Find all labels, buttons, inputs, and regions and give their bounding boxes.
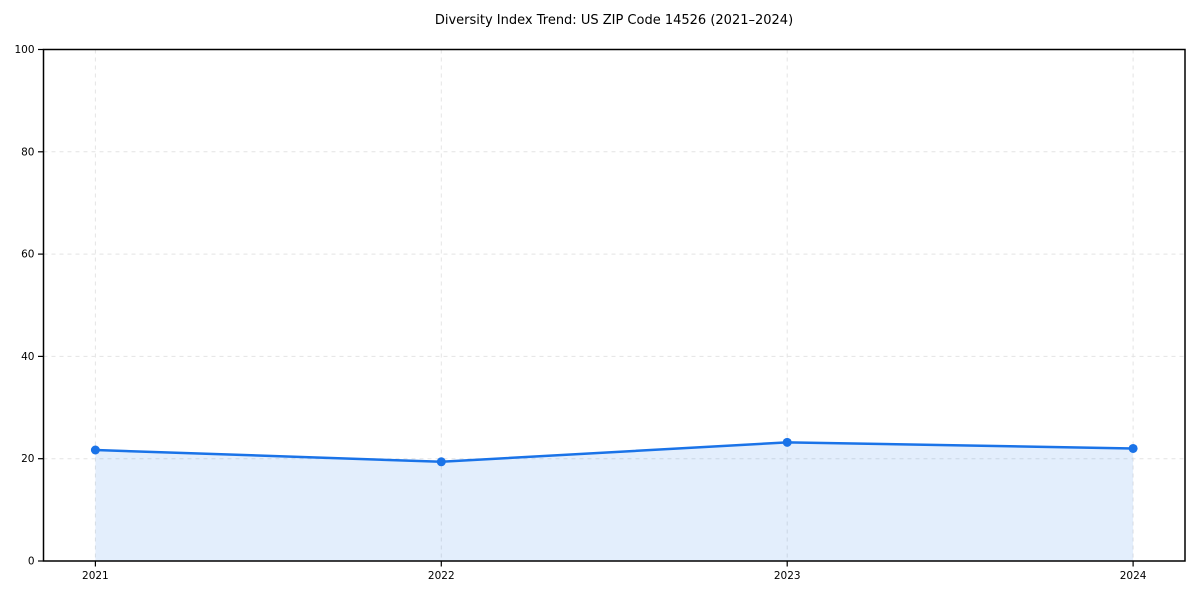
y-tick-label: 100 bbox=[14, 44, 34, 56]
y-tick-label: 40 bbox=[21, 351, 34, 363]
plot-border bbox=[42, 48, 1186, 562]
data-line bbox=[94, 441, 1135, 464]
y-tick-label: 20 bbox=[21, 453, 34, 465]
data-point bbox=[90, 445, 100, 455]
chart-title: Diversity Index Trend: US ZIP Code 14526… bbox=[434, 13, 794, 28]
area-fill bbox=[95, 442, 1134, 561]
y-tick-label: 0 bbox=[28, 555, 35, 567]
data-point bbox=[436, 457, 446, 467]
data-point bbox=[782, 437, 792, 447]
x-tick-label: 2021 bbox=[82, 570, 109, 582]
x-tick-label: 2024 bbox=[1120, 570, 1147, 582]
y-tick-label: 80 bbox=[21, 146, 34, 158]
x-tick-label: 2022 bbox=[428, 570, 455, 582]
y-tick-label: 60 bbox=[21, 249, 34, 261]
data-point bbox=[1128, 443, 1138, 453]
x-tick-label: 2023 bbox=[774, 570, 801, 582]
